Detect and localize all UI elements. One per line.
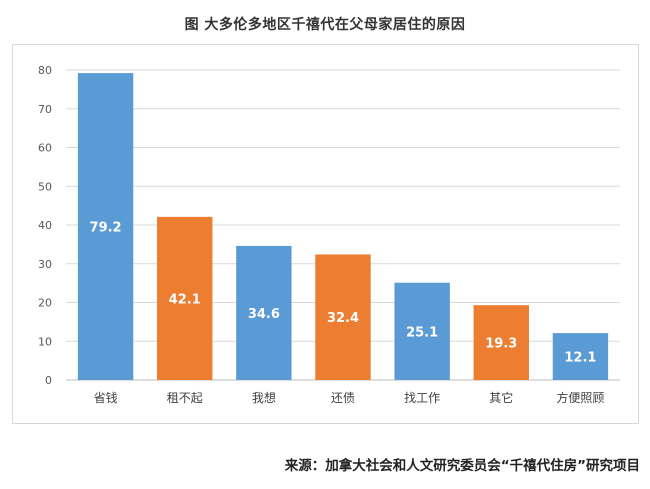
- bar-chart: 0 10 20 30 40 50 60 70 80 79.2 省钱 42.1 租不起 34.6 我想 32.4…: [38, 64, 620, 405]
- data-label: 34.6: [248, 307, 280, 322]
- chart-area: [12, 44, 639, 424]
- source-note: 来源：加拿大社会和人文研究委员会“千禧代住房”研究项目: [285, 454, 640, 474]
- y-tick-label: 70: [38, 103, 52, 116]
- bar: [315, 254, 371, 380]
- category-label: 租不起: [167, 391, 203, 405]
- data-label: 79.2: [90, 221, 122, 236]
- category-label: 找工作: [404, 391, 440, 405]
- chart-title: 图 大多伦多地区千禧代在父母家居住的原因: [184, 17, 466, 33]
- category-label: 省钱: [94, 390, 118, 405]
- y-tick-label: 80: [38, 64, 52, 77]
- bar: [552, 333, 609, 380]
- source-text: 加拿大社会和人文研究委员会“千禧代住房”研究项目: [325, 458, 640, 474]
- bar: [394, 282, 450, 380]
- y-tick-label: 10: [38, 335, 52, 348]
- y-tick-label: 0: [45, 374, 52, 387]
- source-label: 来源：: [284, 458, 326, 474]
- y-tick-label: 60: [38, 142, 52, 155]
- category-label: 还债: [331, 391, 355, 405]
- bar: [77, 73, 134, 380]
- data-label: 42.1: [169, 292, 201, 307]
- data-label: 19.3: [485, 337, 517, 352]
- data-label: 12.1: [564, 351, 596, 366]
- y-tick-label: 50: [38, 180, 52, 193]
- bar: [157, 216, 213, 380]
- bar: [236, 245, 292, 380]
- y-tick-label: 40: [38, 219, 52, 232]
- y-tick-label: 20: [38, 297, 52, 310]
- bar: [473, 305, 529, 380]
- data-label: 25.1: [406, 325, 438, 340]
- data-label: 32.4: [327, 311, 359, 326]
- category-label: 我想: [252, 390, 276, 405]
- category-label: 方便照顾: [556, 390, 604, 405]
- category-label: 其它: [489, 390, 513, 405]
- y-tick-label: 30: [38, 258, 52, 271]
